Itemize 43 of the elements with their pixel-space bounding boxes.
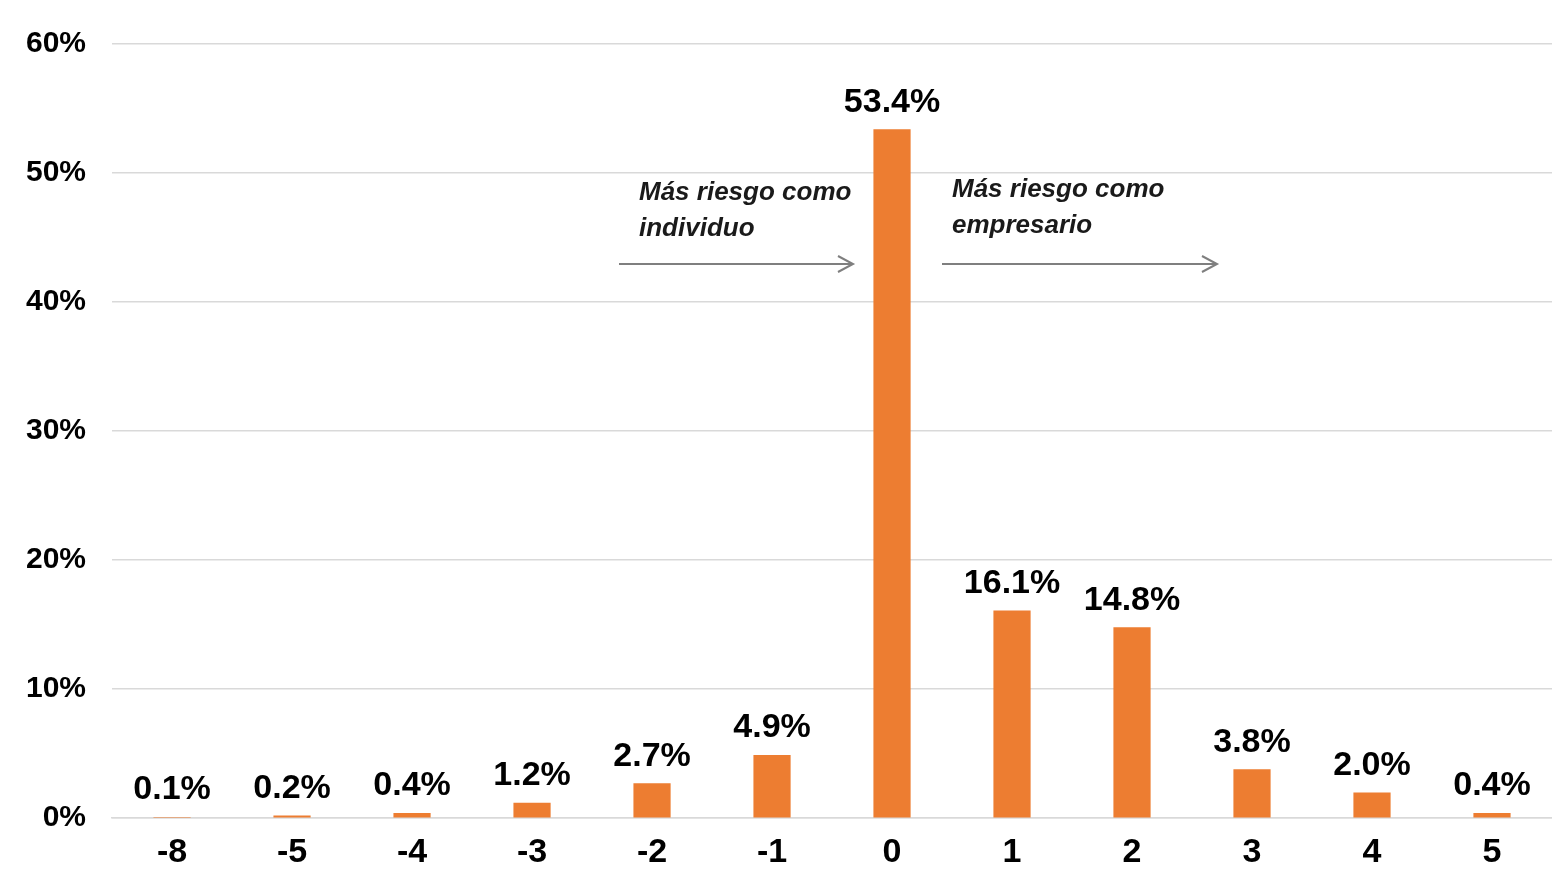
x-tick-label: -2 <box>636 830 668 869</box>
x-tick-label: 0 <box>882 830 902 869</box>
bar <box>1473 813 1511 818</box>
x-tick-label: -1 <box>756 830 788 869</box>
y-tick-label: 60% <box>26 25 87 59</box>
y-tick-label: 50% <box>26 154 87 188</box>
bar <box>393 813 431 818</box>
bar <box>633 783 671 818</box>
y-tick-label: 0% <box>42 799 87 833</box>
data-label: 2.7% <box>613 734 691 773</box>
data-label: 53.4% <box>843 80 941 119</box>
data-label: 4.9% <box>733 706 811 745</box>
y-tick-label: 40% <box>26 283 87 317</box>
data-label: 0.4% <box>1453 764 1531 803</box>
bar <box>993 610 1031 818</box>
bar <box>1113 627 1151 818</box>
x-tick-label: 4 <box>1362 830 1382 869</box>
x-tick-label: 1 <box>1002 830 1022 869</box>
y-tick-label: 20% <box>26 541 87 575</box>
data-label: 0.4% <box>373 764 451 803</box>
data-label: 0.2% <box>253 766 331 805</box>
y-tick-label: 30% <box>26 412 87 446</box>
bar <box>1233 769 1271 818</box>
y-tick-label: 10% <box>26 670 87 704</box>
data-label: 1.2% <box>493 754 571 793</box>
annotation: Más riesgo como individuo <box>639 176 852 243</box>
x-tick-label: -4 <box>396 830 428 869</box>
data-label: 3.8% <box>1213 720 1291 759</box>
data-label: 14.8% <box>1083 578 1181 617</box>
bar <box>1353 792 1391 818</box>
bar <box>753 754 791 818</box>
data-label: 2.0% <box>1333 743 1411 782</box>
bar <box>873 129 911 818</box>
data-label: 0.1% <box>133 768 211 807</box>
x-tick-label: 3 <box>1242 830 1262 869</box>
x-tick-label: 5 <box>1482 830 1502 869</box>
x-tick-label: -8 <box>156 830 188 869</box>
data-label: 16.1% <box>963 561 1061 600</box>
bar <box>513 802 551 818</box>
annotation: Más riesgo como empresario <box>952 173 1165 240</box>
x-tick-label: -5 <box>276 830 308 869</box>
x-tick-label: -3 <box>516 830 548 869</box>
x-tick-label: 2 <box>1122 830 1142 869</box>
